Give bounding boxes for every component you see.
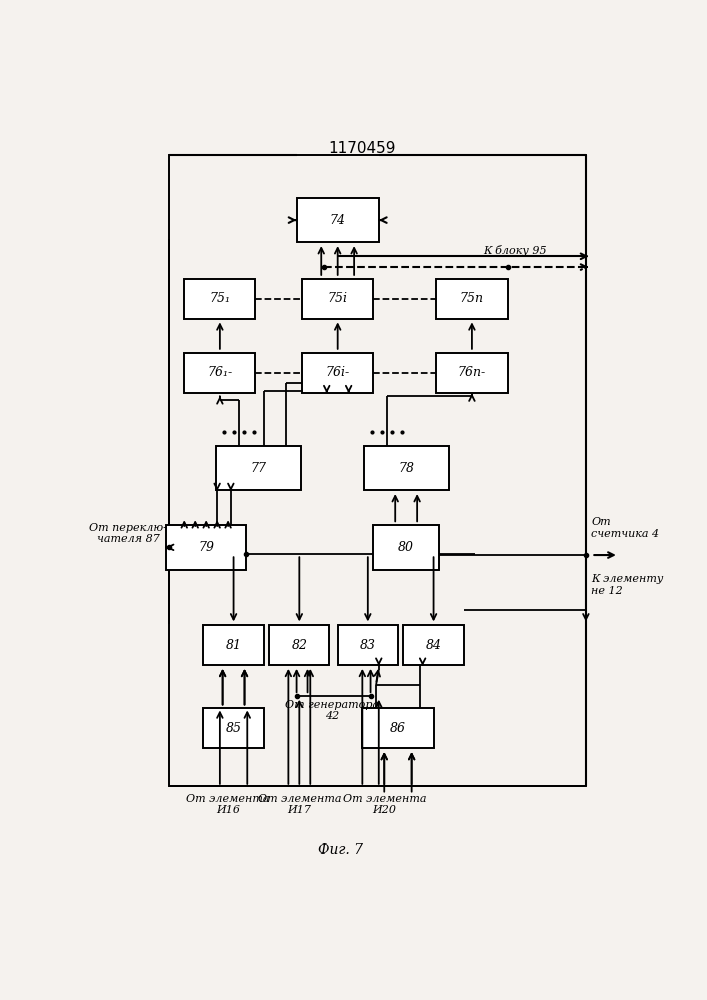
Text: К блоку 95: К блоку 95 <box>483 245 547 256</box>
Text: 75₁: 75₁ <box>209 292 230 305</box>
Bar <box>338 625 398 665</box>
Bar <box>204 708 264 748</box>
Text: 79: 79 <box>198 541 214 554</box>
Bar <box>436 353 508 393</box>
Text: 75n: 75n <box>460 292 484 305</box>
Bar <box>170 155 586 786</box>
Text: 76i-: 76i- <box>325 366 350 379</box>
Text: 82: 82 <box>291 639 308 652</box>
Bar <box>269 625 329 665</box>
Text: От элемента
И20: От элемента И20 <box>342 794 426 815</box>
Bar <box>216 446 300 490</box>
Bar <box>185 353 255 393</box>
Text: От элемента
И16: От элемента И16 <box>187 794 270 815</box>
Text: От элемента
И17: От элемента И17 <box>257 794 341 815</box>
Text: 83: 83 <box>360 639 376 652</box>
Bar <box>373 525 439 570</box>
Bar <box>185 279 255 319</box>
Text: 85: 85 <box>226 722 242 735</box>
Text: 81: 81 <box>226 639 242 652</box>
Text: К элементу
не 12: К элементу не 12 <box>591 574 664 596</box>
Text: 74: 74 <box>329 214 346 227</box>
Bar <box>297 198 379 242</box>
Text: От
счетчика 4: От счетчика 4 <box>591 517 660 539</box>
Text: 80: 80 <box>398 541 414 554</box>
Text: 76₁-: 76₁- <box>207 366 233 379</box>
Text: 1170459: 1170459 <box>329 141 396 156</box>
Bar <box>204 625 264 665</box>
Bar <box>302 279 373 319</box>
Text: От генератора
42: От генератора 42 <box>285 700 379 721</box>
Bar <box>362 708 433 748</box>
Text: 75i: 75i <box>327 292 348 305</box>
Text: 86: 86 <box>390 722 406 735</box>
Text: 77: 77 <box>250 462 267 475</box>
Bar <box>363 446 449 490</box>
Bar <box>302 353 373 393</box>
Text: От переклю-
чателя 87: От переклю- чателя 87 <box>90 523 168 544</box>
Text: Фиг. 7: Фиг. 7 <box>318 843 363 857</box>
Text: 78: 78 <box>398 462 414 475</box>
Bar <box>404 625 464 665</box>
Bar <box>436 279 508 319</box>
Text: 84: 84 <box>426 639 442 652</box>
Text: 76n-: 76n- <box>458 366 486 379</box>
Bar <box>166 525 246 570</box>
